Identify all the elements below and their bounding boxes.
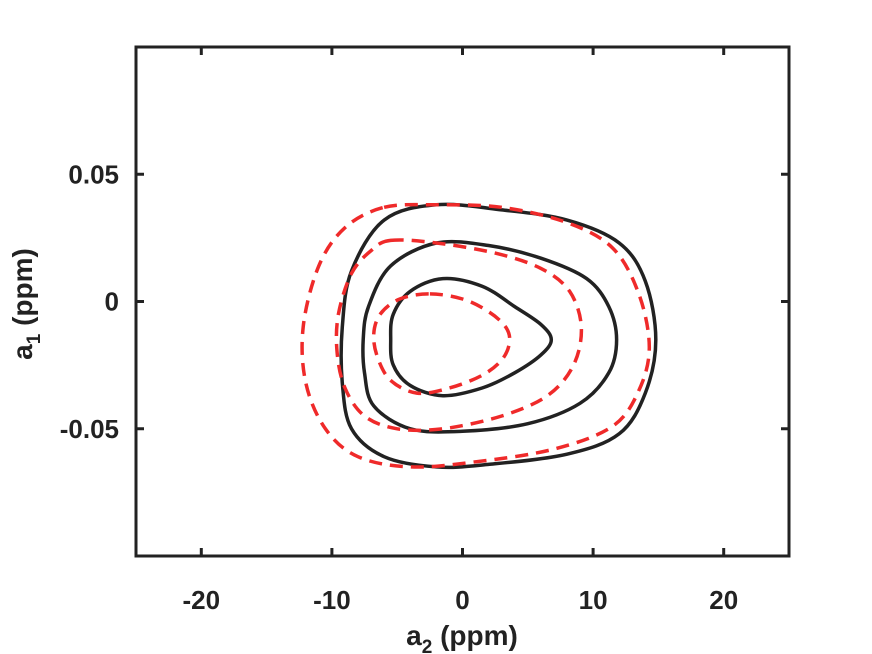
solid-contour-3 <box>339 202 658 470</box>
x-tick-label: 20 <box>709 585 738 615</box>
y-axis-label-subscript: 1 <box>24 333 45 344</box>
y-axis-label-base: a <box>7 344 38 360</box>
contour-lines <box>300 202 658 470</box>
solid-contour-2 <box>361 239 619 434</box>
x-tick-label: 10 <box>579 585 608 615</box>
x-axis-label: a2 (ppm) <box>406 620 518 654</box>
x-axis-label-base: a <box>406 620 422 651</box>
dashed-contour-1 <box>371 292 512 396</box>
plot-frame <box>134 45 791 558</box>
x-axis-label-unit: (ppm) <box>432 620 518 651</box>
y-tick-label: -0.05 <box>60 414 119 444</box>
x-tick-label: -20 <box>183 585 221 615</box>
y-axis-ticks: 0.05 0 -0.05 <box>60 159 789 444</box>
x-tick-label: -10 <box>313 585 351 615</box>
solid-contour-1 <box>388 276 554 398</box>
y-axis-label-unit: (ppm) <box>7 248 38 334</box>
x-axis-label-subscript: 2 <box>422 637 433 654</box>
dashed-contour-2 <box>334 238 584 433</box>
y-tick-label: 0 <box>105 287 119 317</box>
x-axis-ticks: -20 -10 0 10 20 <box>183 47 738 615</box>
dashed-contour-3 <box>300 202 652 469</box>
x-tick-label: 0 <box>455 585 469 615</box>
y-axis-label: a1 (ppm) <box>7 248 45 360</box>
y-tick-label: 0.05 <box>68 159 119 189</box>
